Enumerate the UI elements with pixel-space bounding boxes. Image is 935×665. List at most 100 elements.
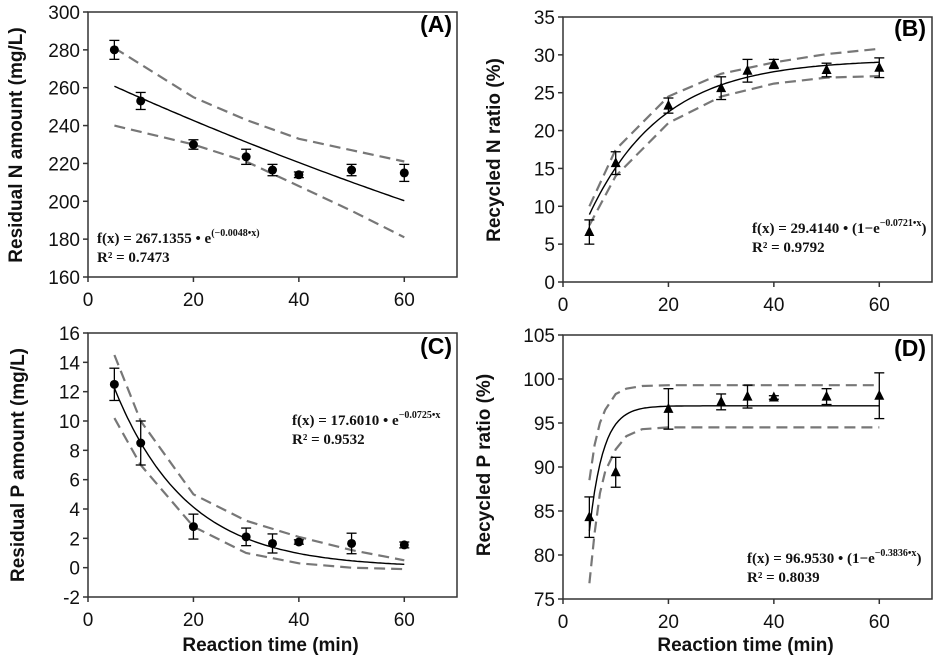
r-squared: R² = 0.7473 <box>97 250 170 266</box>
confidence-band-upper <box>113 47 405 163</box>
r-squared: R² = 0.8039 <box>747 570 820 586</box>
y-tick-label: 5 <box>544 235 555 256</box>
y-tick-label: -2 <box>63 588 80 609</box>
data-point <box>136 96 146 106</box>
data-point <box>294 170 304 180</box>
plot-frame <box>87 11 458 278</box>
panel-b: 0 5 10 15 20 25 30 35 0 20 40 60 Recycled N ratio (%… <box>484 8 933 316</box>
y-tick-label: 95 <box>534 414 555 435</box>
data-point <box>610 157 621 168</box>
y-axis-label: Recycled P ratio (%) <box>474 374 495 556</box>
data-point <box>768 57 779 68</box>
x-tick-label: 60 <box>869 295 890 316</box>
data-point <box>584 511 595 522</box>
y-tick-label: 14 <box>59 353 81 374</box>
data-point <box>109 45 119 55</box>
data-point <box>347 538 357 548</box>
x-tick-label: 60 <box>394 290 415 311</box>
y-tick-label: 220 <box>48 154 80 175</box>
confidence-band-lower <box>588 75 880 226</box>
y-tick-label: 200 <box>48 192 80 213</box>
y-axis-label: Residual N amount (mg/L) <box>6 27 27 262</box>
data-point <box>663 402 674 413</box>
data-point <box>136 438 146 448</box>
fit-curve <box>113 387 405 565</box>
confidence-band-upper <box>113 354 405 562</box>
panel-a: 160 180 200 220 240 260 280 300 0 20 40 60 Residual … <box>6 3 458 311</box>
y-tick-label: 0 <box>544 273 555 294</box>
panel-label: (A) <box>420 11 452 37</box>
y-tick-label: 6 <box>69 471 80 492</box>
x-tick-label: 20 <box>658 295 679 316</box>
plot-frame <box>87 332 458 598</box>
y-tick-label: 30 <box>534 46 555 67</box>
y-tick-label: 15 <box>534 159 555 180</box>
fit-equation: f(x) = 29.4140 • (1−e−0.0721•x) <box>752 218 926 237</box>
y-tick-label: 25 <box>534 84 555 105</box>
x-tick-label: 60 <box>394 610 415 631</box>
confidence-band-upper <box>588 384 880 481</box>
y-tick-label: 8 <box>69 441 80 462</box>
y-axis-label: Residual P amount (mg/L) <box>8 348 29 582</box>
y-tick-label: 160 <box>48 268 80 289</box>
y-tick-label: 2 <box>69 529 80 550</box>
data-point <box>874 61 885 72</box>
fit-curve <box>114 85 405 202</box>
y-tick-label: 100 <box>523 370 555 391</box>
confidence-band-upper <box>588 47 880 207</box>
equation-exponent: −0.0725•x <box>399 410 441 421</box>
y-tick-label: 300 <box>48 3 80 24</box>
y-tick-label: 16 <box>59 324 80 345</box>
data-point <box>768 391 779 402</box>
data-point <box>294 537 304 547</box>
x-tick-label: 40 <box>288 610 309 631</box>
data-point <box>716 82 727 93</box>
y-tick-label: 80 <box>534 546 555 567</box>
x-tick-label: 20 <box>183 290 204 311</box>
data-point <box>742 64 753 75</box>
data-point <box>241 152 251 162</box>
r-squared: R² = 0.9792 <box>752 240 825 256</box>
fit-curve <box>588 405 880 532</box>
equation-exponent: (−0.0048•x) <box>211 228 259 239</box>
fit-equation: f(x) = 17.6010 • e−0.0725•x <box>292 410 440 429</box>
plot-frame <box>562 16 933 283</box>
panel-label: (D) <box>894 335 926 361</box>
confidence-band-lower <box>588 426 880 584</box>
x-tick-label: 20 <box>658 612 679 633</box>
y-tick-label: 105 <box>523 326 555 347</box>
panel-label: (C) <box>420 333 452 359</box>
data-point <box>610 466 621 477</box>
y-tick-label: 75 <box>534 590 555 611</box>
y-axis-label: Recycled N ratio (%) <box>484 58 505 242</box>
equation-main: f(x) = 267.1355 • e <box>97 231 212 247</box>
data-point <box>663 99 674 110</box>
equation-tail: ) <box>921 221 926 237</box>
r-squared: R² = 0.9532 <box>292 432 365 448</box>
data-point <box>821 64 832 74</box>
data-point <box>584 226 595 237</box>
data-point <box>268 165 277 175</box>
panel-label: (B) <box>894 15 926 41</box>
fit-curve <box>588 61 880 215</box>
y-tick-label: 35 <box>534 8 555 29</box>
y-tick-label: 4 <box>69 500 80 521</box>
data-point <box>399 540 409 550</box>
y-tick-label: 85 <box>534 502 555 523</box>
y-tick-label: 12 <box>59 383 80 404</box>
y-tick-label: 260 <box>48 79 80 100</box>
y-tick-label: 90 <box>534 458 555 479</box>
x-tick-label: 0 <box>558 612 569 633</box>
data-point <box>188 522 198 532</box>
x-axis-label: Reaction time (min) <box>657 635 833 656</box>
x-tick-label: 0 <box>83 610 94 631</box>
data-point <box>109 379 119 389</box>
y-tick-label: 10 <box>59 412 80 433</box>
x-tick-label: 60 <box>869 612 890 633</box>
x-tick-label: 40 <box>763 295 784 316</box>
equation-main: f(x) = 29.4140 • (1−e <box>752 221 880 237</box>
data-point <box>188 140 198 149</box>
data-point <box>742 390 753 401</box>
